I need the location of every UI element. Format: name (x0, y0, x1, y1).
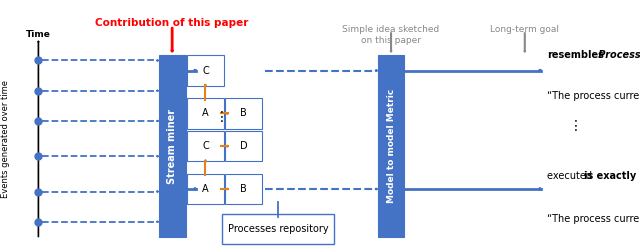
Text: resembles: resembles (547, 50, 604, 60)
FancyBboxPatch shape (223, 214, 334, 244)
Text: Simple idea sketched
on this paper: Simple idea sketched on this paper (342, 25, 440, 45)
Text: A: A (202, 184, 209, 194)
Text: Long-term goal: Long-term goal (490, 25, 559, 34)
Text: B: B (241, 108, 247, 118)
Text: C: C (202, 141, 209, 151)
Text: “The process currently: “The process currently (547, 214, 640, 224)
Text: Contribution of this paper: Contribution of this paper (95, 18, 249, 28)
FancyBboxPatch shape (187, 98, 224, 129)
Text: Time: Time (26, 30, 51, 39)
FancyBboxPatch shape (187, 131, 224, 161)
FancyBboxPatch shape (225, 131, 262, 161)
FancyBboxPatch shape (159, 55, 186, 237)
Text: Events generated over time: Events generated over time (1, 80, 10, 198)
Text: executed: executed (547, 171, 595, 181)
Text: A: A (202, 108, 209, 118)
Text: Process v2”: Process v2” (637, 171, 640, 181)
Text: is exactly: is exactly (584, 171, 637, 181)
Text: ⋮: ⋮ (569, 119, 583, 133)
Text: D: D (240, 141, 248, 151)
Text: B: B (241, 184, 247, 194)
Text: ⋮: ⋮ (214, 110, 228, 124)
FancyBboxPatch shape (225, 98, 262, 129)
FancyBboxPatch shape (378, 55, 404, 237)
Text: Process v1”: Process v1” (595, 50, 640, 60)
FancyBboxPatch shape (225, 174, 262, 204)
Text: Stream miner: Stream miner (167, 109, 177, 184)
Text: C: C (202, 66, 209, 76)
Text: “The process currently executed: “The process currently executed (547, 91, 640, 101)
FancyBboxPatch shape (187, 174, 224, 204)
Text: Processes repository: Processes repository (228, 224, 329, 234)
Text: Model to model Metric: Model to model Metric (387, 89, 396, 203)
FancyBboxPatch shape (187, 55, 224, 86)
